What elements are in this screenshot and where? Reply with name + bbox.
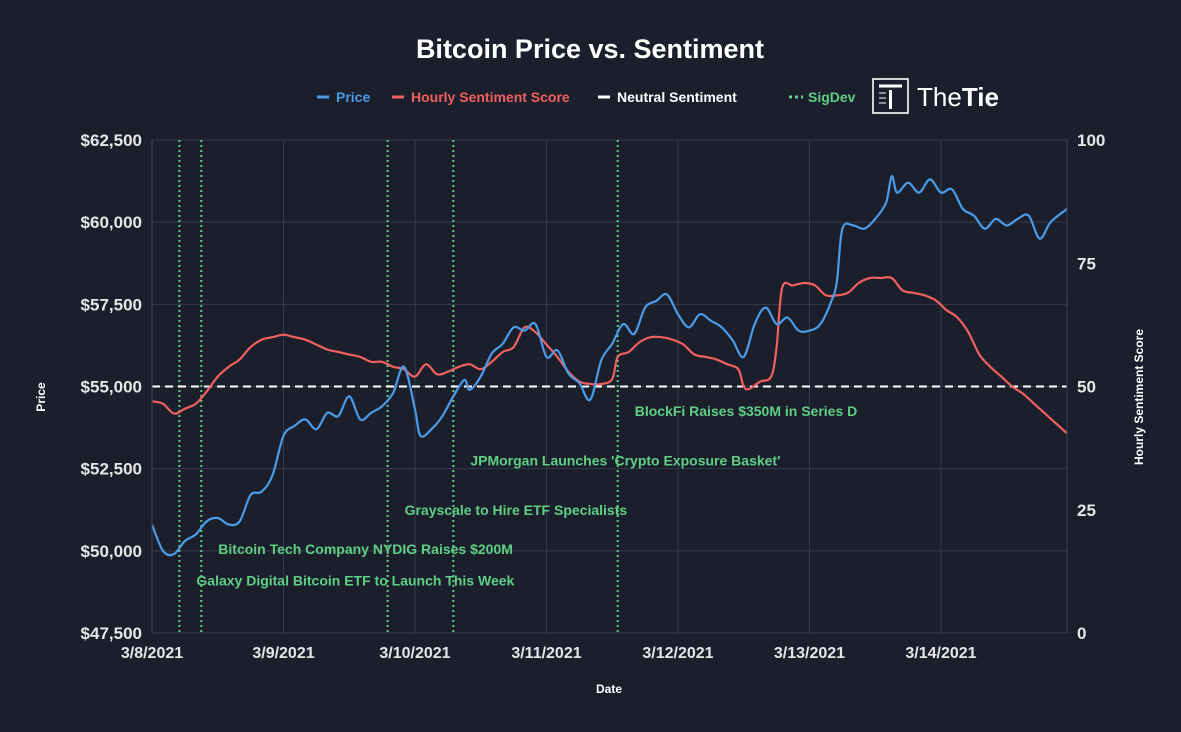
legend-label-neutral-sentiment: Neutral Sentiment (617, 89, 737, 105)
chart-title: Bitcoin Price vs. Sentiment (416, 34, 764, 64)
thetie-logo-text-plain: The (917, 82, 962, 112)
sigdev-event-label: Bitcoin Tech Company NYDIG Raises $200M (218, 541, 513, 557)
series-lines (150, 175, 1068, 557)
thetie-logo: TheTie (872, 78, 999, 114)
y-axis-right-label: Hourly Sentiment Score (1132, 329, 1146, 465)
sigdev-event-label: Grayscale to Hire ETF Specialists (405, 502, 628, 518)
y-left-tick-label: $50,000 (81, 542, 142, 561)
x-tick-label: 3/10/2021 (379, 645, 450, 662)
sigdev-event-label: JPMorgan Launches 'Crypto Exposure Baske… (470, 452, 780, 468)
y-left-tick-label: $57,500 (81, 295, 142, 314)
y-left-tick-label: $47,500 (81, 624, 142, 643)
hourly-sentiment-score-line (151, 276, 1068, 435)
x-tick-label: 3/14/2021 (905, 645, 976, 662)
x-tick-label: 3/12/2021 (642, 645, 713, 662)
x-tick-label: 3/9/2021 (252, 645, 314, 662)
y-right-tick-label: 100 (1077, 131, 1105, 150)
y-left-tick-label: $52,500 (81, 460, 142, 479)
y-left-tick-label: $55,000 (81, 378, 142, 397)
thetie-logo-mark (872, 78, 909, 114)
legend-label-sigdev: SigDev (808, 89, 856, 105)
legend-label-hourly-sentiment-score: Hourly Sentiment Score (411, 89, 570, 105)
axes: $47,500 $50,000 $52,500 $55,000 $57,500 $60,0… (81, 131, 1106, 662)
y-right-tick-label: 0 (1077, 624, 1086, 643)
y-right-tick-label: 75 (1077, 254, 1096, 273)
x-tick-label: 3/13/2021 (774, 645, 845, 662)
y-left-tick-label: $60,000 (81, 213, 142, 232)
thetie-logo-text: TheTie (917, 82, 999, 112)
x-tick-label: 3/8/2021 (121, 645, 183, 662)
legend-label-price: Price (336, 89, 370, 105)
x-tick-label: 3/11/2021 (511, 645, 581, 662)
price-line (150, 175, 1068, 557)
y-right-tick-label: 50 (1077, 378, 1096, 397)
y-right-tick-label: 25 (1077, 501, 1096, 520)
thetie-logo-text-bold: Tie (962, 82, 999, 112)
sigdev-event-label: Galaxy Digital Bitcoin ETF to Launch Thi… (196, 572, 514, 588)
x-axis-label: Date (596, 682, 622, 696)
legend: Price Hourly Sentiment Score Neutral Senti… (317, 89, 856, 105)
y-left-tick-label: $62,500 (81, 131, 142, 150)
sigdev-event-label: BlockFi Raises $350M in Series D (635, 403, 858, 419)
sigdev-labels: Galaxy Digital Bitcoin ETF to Launch Thi… (196, 403, 857, 588)
y-axis-left-label: Price (34, 382, 48, 412)
